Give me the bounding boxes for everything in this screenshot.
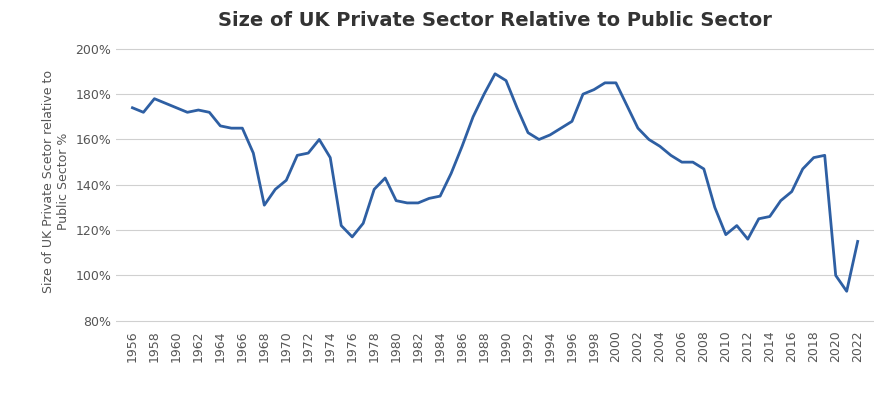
Y-axis label: Size of UK Private Scetor relative to
Public Sector %: Size of UK Private Scetor relative to Pu…	[42, 70, 70, 293]
Title: Size of UK Private Sector Relative to Public Sector: Size of UK Private Sector Relative to Pu…	[219, 11, 772, 30]
